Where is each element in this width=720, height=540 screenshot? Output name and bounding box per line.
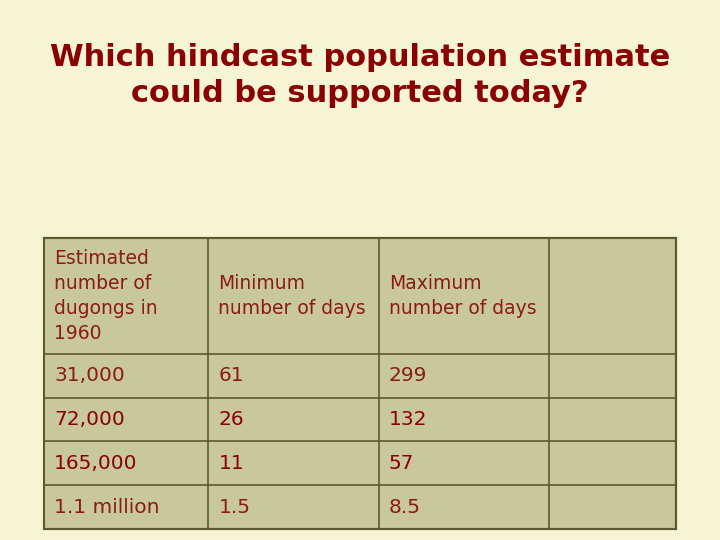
- Text: 8.5: 8.5: [389, 498, 420, 517]
- Text: 1.5: 1.5: [218, 498, 251, 517]
- Text: Maximum
number of days: Maximum number of days: [389, 274, 536, 318]
- Text: 11: 11: [218, 454, 244, 473]
- Text: 1.1 million: 1.1 million: [54, 498, 160, 517]
- Text: 132: 132: [389, 410, 427, 429]
- Text: 31,000: 31,000: [54, 366, 125, 385]
- Text: Estimated
number of
dugongs in
1960: Estimated number of dugongs in 1960: [54, 248, 158, 343]
- Text: Minimum
number of days: Minimum number of days: [218, 274, 366, 318]
- Text: 299: 299: [389, 366, 427, 385]
- Text: 26: 26: [218, 410, 244, 429]
- FancyBboxPatch shape: [45, 238, 676, 529]
- Text: 61: 61: [218, 366, 244, 385]
- Text: Which hindcast population estimate
could be supported today?: Which hindcast population estimate could…: [50, 43, 670, 108]
- Text: 72,000: 72,000: [54, 410, 125, 429]
- Text: 57: 57: [389, 454, 414, 473]
- Text: 165,000: 165,000: [54, 454, 138, 473]
